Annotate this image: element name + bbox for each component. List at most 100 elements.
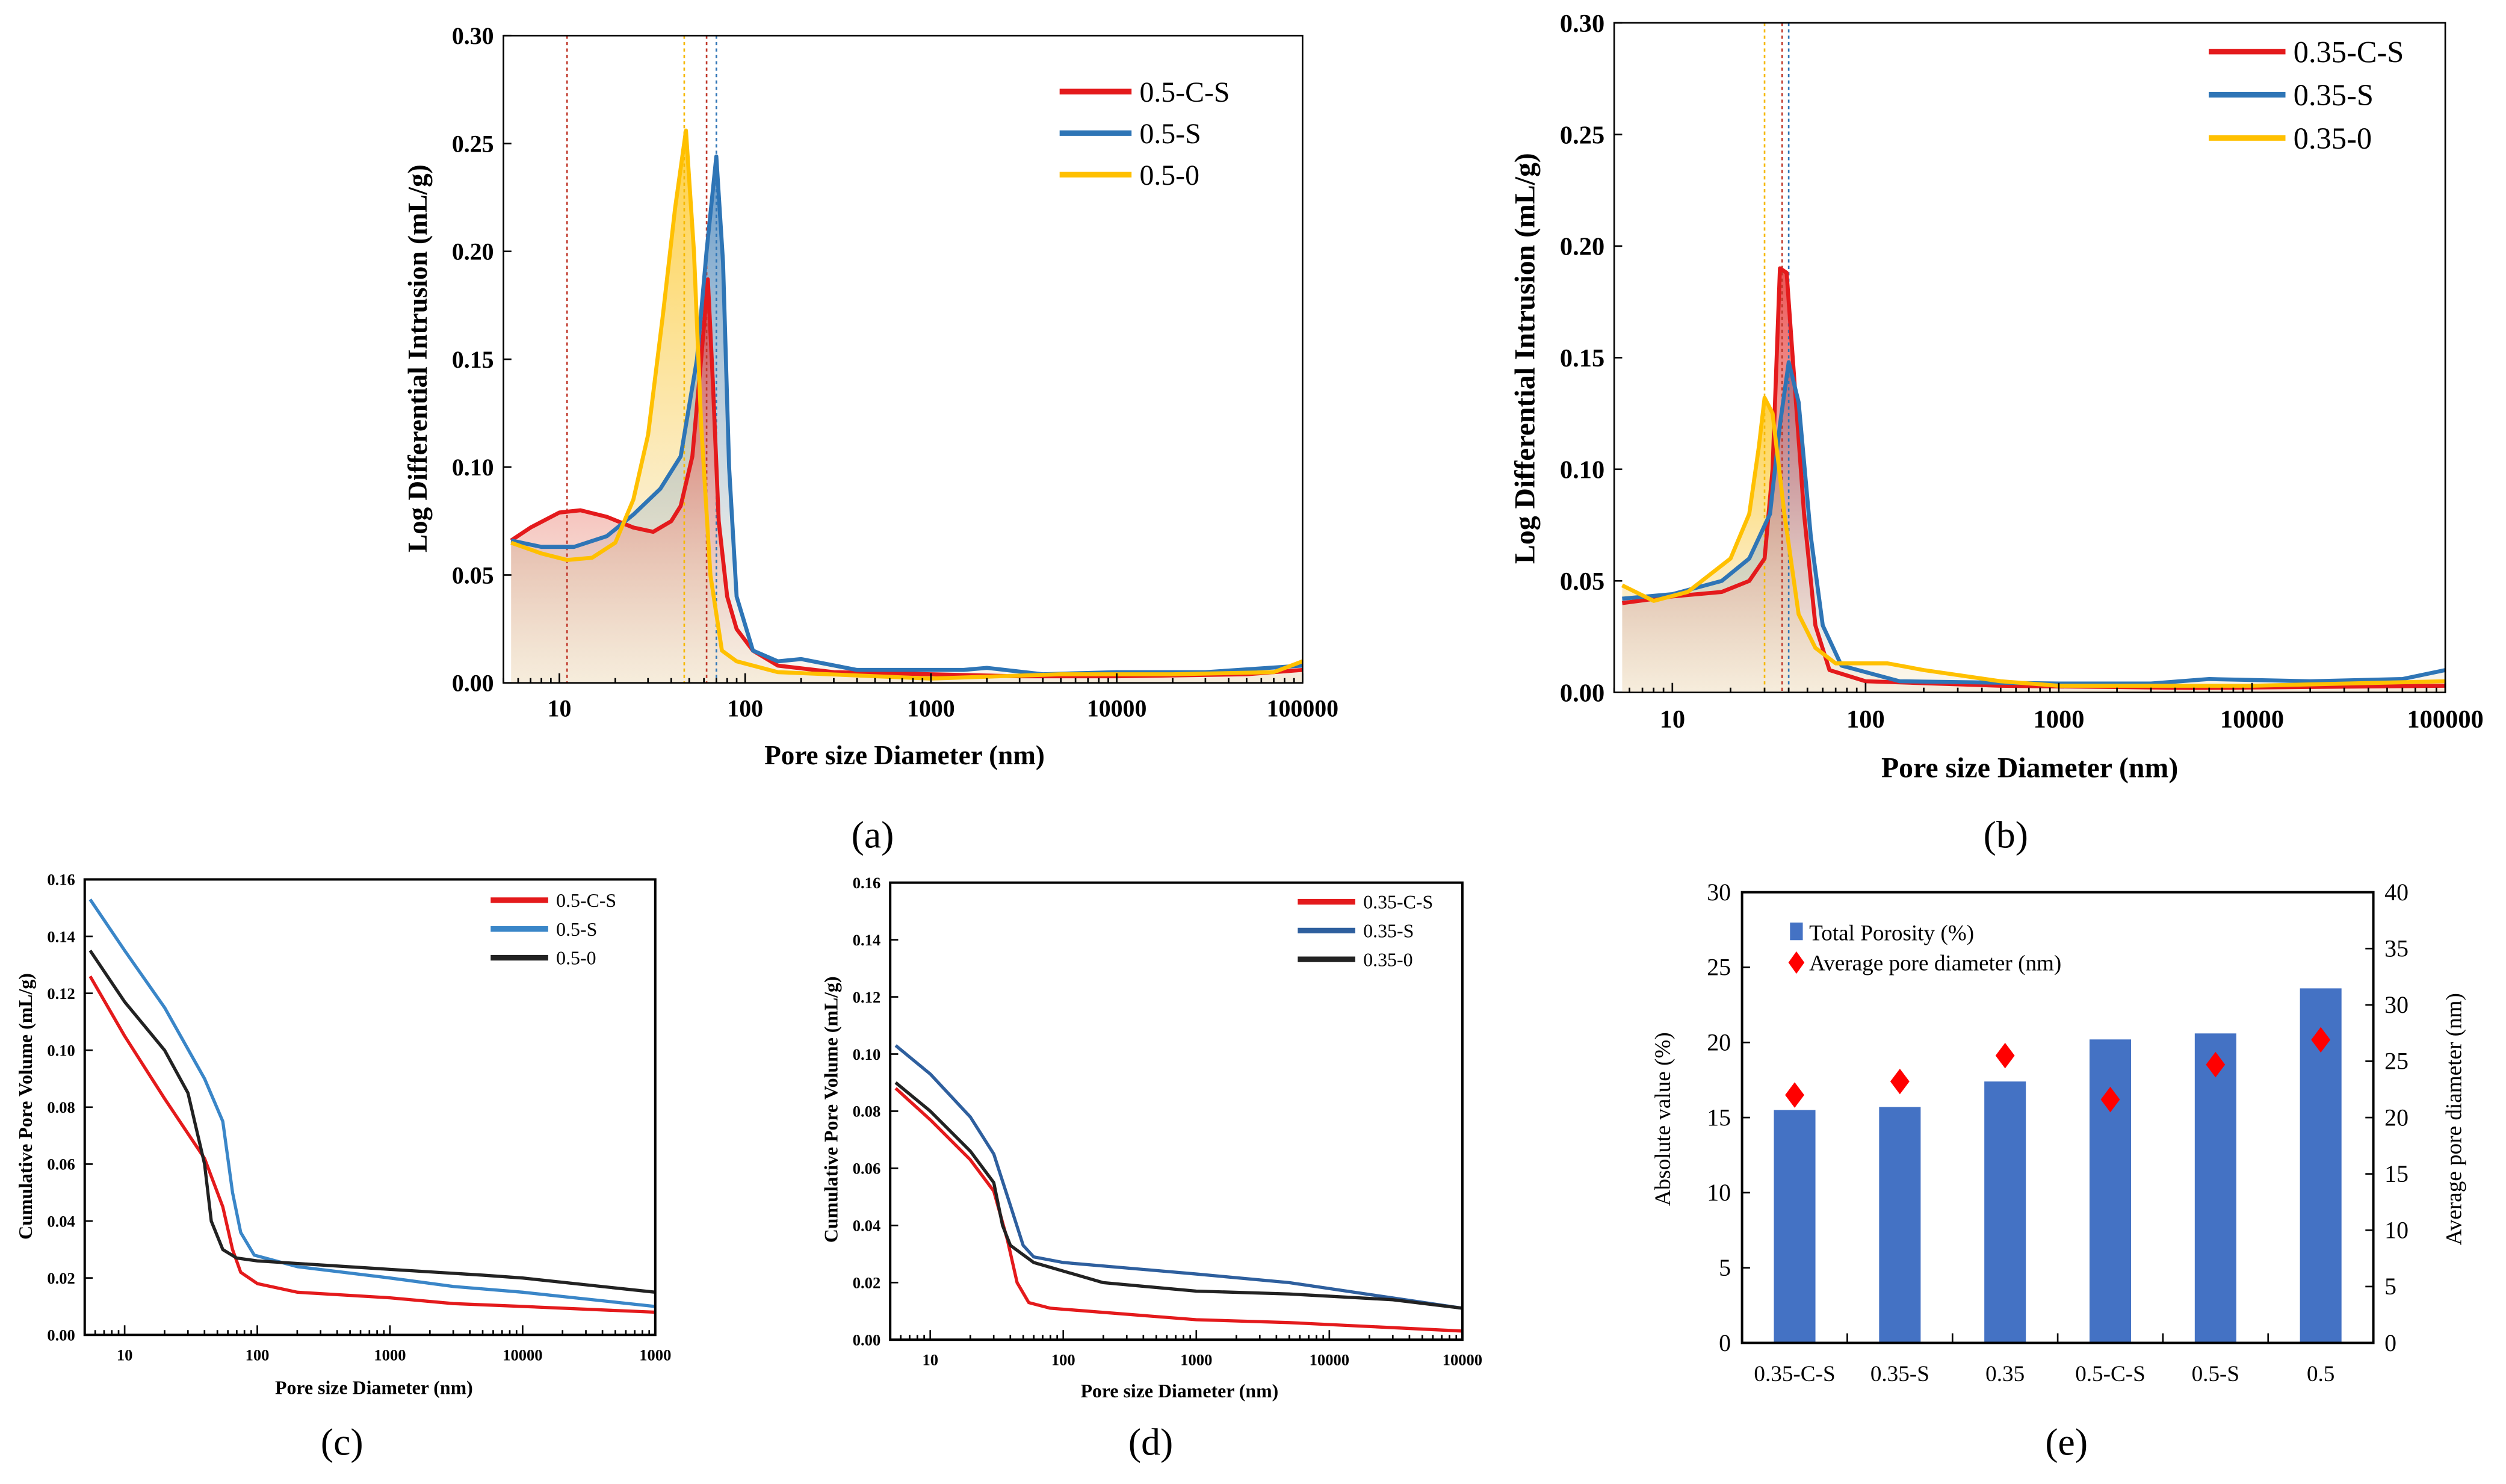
series-line-0.5-C-S — [88, 975, 655, 1314]
legend-label: Total Porosity (%) — [1809, 921, 1974, 945]
series-line-0.5-0 — [88, 950, 656, 1294]
y-tick-label: 0.12 — [853, 988, 880, 1006]
y-tick-label-right: 10 — [2384, 1217, 2409, 1244]
x-tick-label: 100 — [1051, 1351, 1075, 1369]
y-tick-label-right: 40 — [2384, 879, 2409, 906]
panel-c-cumulative-pore-volume: Pore size Diameter (nm) Cumulative Pore … — [15, 871, 671, 1464]
y-axis-title-left: Absolute value (%) — [1651, 1032, 1675, 1206]
x-tick-label: 10000 — [503, 1346, 542, 1364]
y-tick-label-right: 35 — [2384, 936, 2409, 962]
diamond-marker-0.35-S — [1890, 1068, 1910, 1095]
y-tick-label-right: 25 — [2384, 1048, 2409, 1075]
series-area-0.35-C-S — [1622, 268, 2446, 693]
diamond-marker-0.5-S — [2206, 1051, 2226, 1078]
series-line-0.35-S — [894, 1044, 1463, 1310]
y-tick-label: 0.10 — [1560, 456, 1604, 484]
y-tick-label: 0.00 — [853, 1331, 880, 1349]
panel-label: (c) — [321, 1420, 364, 1463]
y-tick-label: 0.14 — [47, 927, 75, 945]
y-tick-label-left: 15 — [1707, 1104, 1731, 1131]
panel-label: (b) — [1984, 813, 2028, 856]
legend-label: 0.5-S — [556, 919, 597, 940]
x-tick-label: 100000 — [2407, 705, 2483, 734]
legend-label: 0.35-S — [1363, 921, 1414, 942]
x-tick-label: 10 — [548, 696, 572, 722]
x-axis-title: Pore size Diameter (nm) — [1881, 752, 2178, 784]
series-area-0.5-C-S — [511, 279, 1303, 683]
y-tick-label: 0.20 — [452, 239, 494, 265]
x-tick-label: 0.5-C-S — [2075, 1362, 2146, 1387]
y-tick-label-left: 10 — [1707, 1179, 1731, 1206]
x-tick-label: 1000 — [907, 696, 955, 722]
legend-label: 0.5-C-S — [1139, 76, 1230, 108]
y-tick-label: 0.05 — [1560, 567, 1604, 596]
y-axis-title: Cumulative Pore Volume (mL/g) — [821, 976, 842, 1243]
bar-0.5-C-S — [2089, 1039, 2132, 1343]
legend-label: 0.35-C-S — [1363, 892, 1433, 913]
y-tick-label: 0.10 — [47, 1041, 75, 1059]
y-tick-label: 0.06 — [853, 1160, 880, 1178]
legend-label: 0.5-0 — [556, 948, 596, 969]
x-tick-label: 0.35 — [1985, 1362, 2025, 1387]
panel-e-porosity-bar-chart: Absolute value (%) Average pore diameter… — [1651, 879, 2467, 1463]
legend-swatch-diamond — [1788, 951, 1805, 974]
panel-label: (a) — [852, 813, 894, 856]
legend-label: 0.35-C-S — [2294, 35, 2404, 69]
x-tick-label: 0.35-S — [1870, 1362, 1929, 1387]
legend-label: Average pore diameter (nm) — [1809, 951, 2061, 976]
series-line-0.35-0 — [1621, 395, 2446, 688]
x-tick-label: 1000 — [1180, 1351, 1212, 1369]
x-axis-title: Pore size Diameter (nm) — [1080, 1380, 1278, 1402]
y-tick-label: 0.00 — [452, 670, 494, 697]
diamond-marker-0.5-C-S — [2100, 1086, 2120, 1113]
x-tick-label: 10 — [922, 1351, 938, 1369]
x-axis-title: Pore size Diameter (nm) — [764, 740, 1045, 770]
x-tick-label: 1000 — [639, 1346, 671, 1364]
series-line-0.35-C-S — [894, 1087, 1463, 1333]
x-axis-title: Pore size Diameter (nm) — [275, 1377, 473, 1398]
x-tick-label: 10 — [117, 1346, 133, 1364]
y-tick-label: 0.05 — [452, 562, 494, 589]
legend-label: 0.35-0 — [1363, 949, 1412, 970]
x-tick-label: 100000 — [1267, 696, 1338, 722]
x-tick-label: 100 — [727, 696, 763, 722]
y-tick-label: 0.25 — [1560, 121, 1604, 149]
y-tick-label-right: 0 — [2384, 1330, 2396, 1356]
bar-0.35-S — [1879, 1107, 1921, 1343]
y-tick-label: 0.10 — [452, 454, 494, 481]
y-tick-label: 0.30 — [1560, 10, 1604, 38]
x-tick-label: 0.35-C-S — [1754, 1362, 1835, 1387]
diamond-marker-0.35-C-S — [1785, 1082, 1804, 1108]
x-tick-label: 100 — [246, 1346, 270, 1364]
panel-d-cumulative-pore-volume: Pore size Diameter (nm) Cumulative Pore … — [821, 874, 1483, 1463]
legend-label: 0.5-S — [1139, 118, 1201, 150]
series-line-0.35-S — [1622, 360, 2446, 686]
y-tick-label-right: 15 — [2384, 1161, 2409, 1187]
y-tick-label: 0.16 — [853, 874, 880, 892]
panel-a-log-differential-intrusion: Pore size Diameter (nm) Log Differential… — [403, 23, 1338, 856]
x-tick-label: 100 — [1846, 705, 1885, 734]
y-tick-label: 0.16 — [47, 871, 75, 889]
y-tick-label-left: 5 — [1719, 1255, 1731, 1281]
legend-label: 0.5-C-S — [556, 890, 616, 911]
y-tick-label: 0.08 — [47, 1098, 75, 1116]
legend-label: 0.35-0 — [2294, 122, 2372, 155]
series-line-0.5-0 — [510, 128, 1304, 681]
series-line-0.5-S — [88, 898, 656, 1308]
y-axis-title: Log Differential Intrusion (mL/g) — [403, 164, 433, 552]
bar-0.5-S — [2194, 1033, 2236, 1343]
y-tick-label: 0.02 — [47, 1269, 75, 1287]
y-tick-label: 0.08 — [853, 1102, 880, 1121]
y-tick-label: 0.14 — [853, 931, 880, 949]
y-tick-label: 0.00 — [1560, 679, 1604, 708]
y-tick-label: 0.25 — [452, 131, 494, 157]
y-tick-label-right: 5 — [2384, 1273, 2396, 1300]
x-tick-label: 10 — [1660, 705, 1685, 734]
x-tick-label: 0.5-S — [2192, 1362, 2239, 1387]
y-tick-label: 0.20 — [1560, 233, 1604, 261]
y-tick-label: 0.15 — [1560, 344, 1604, 373]
x-tick-label: 10000 — [1087, 696, 1147, 722]
y-tick-label-right: 30 — [2384, 992, 2409, 1018]
x-tick-label: 10000 — [2220, 705, 2284, 734]
